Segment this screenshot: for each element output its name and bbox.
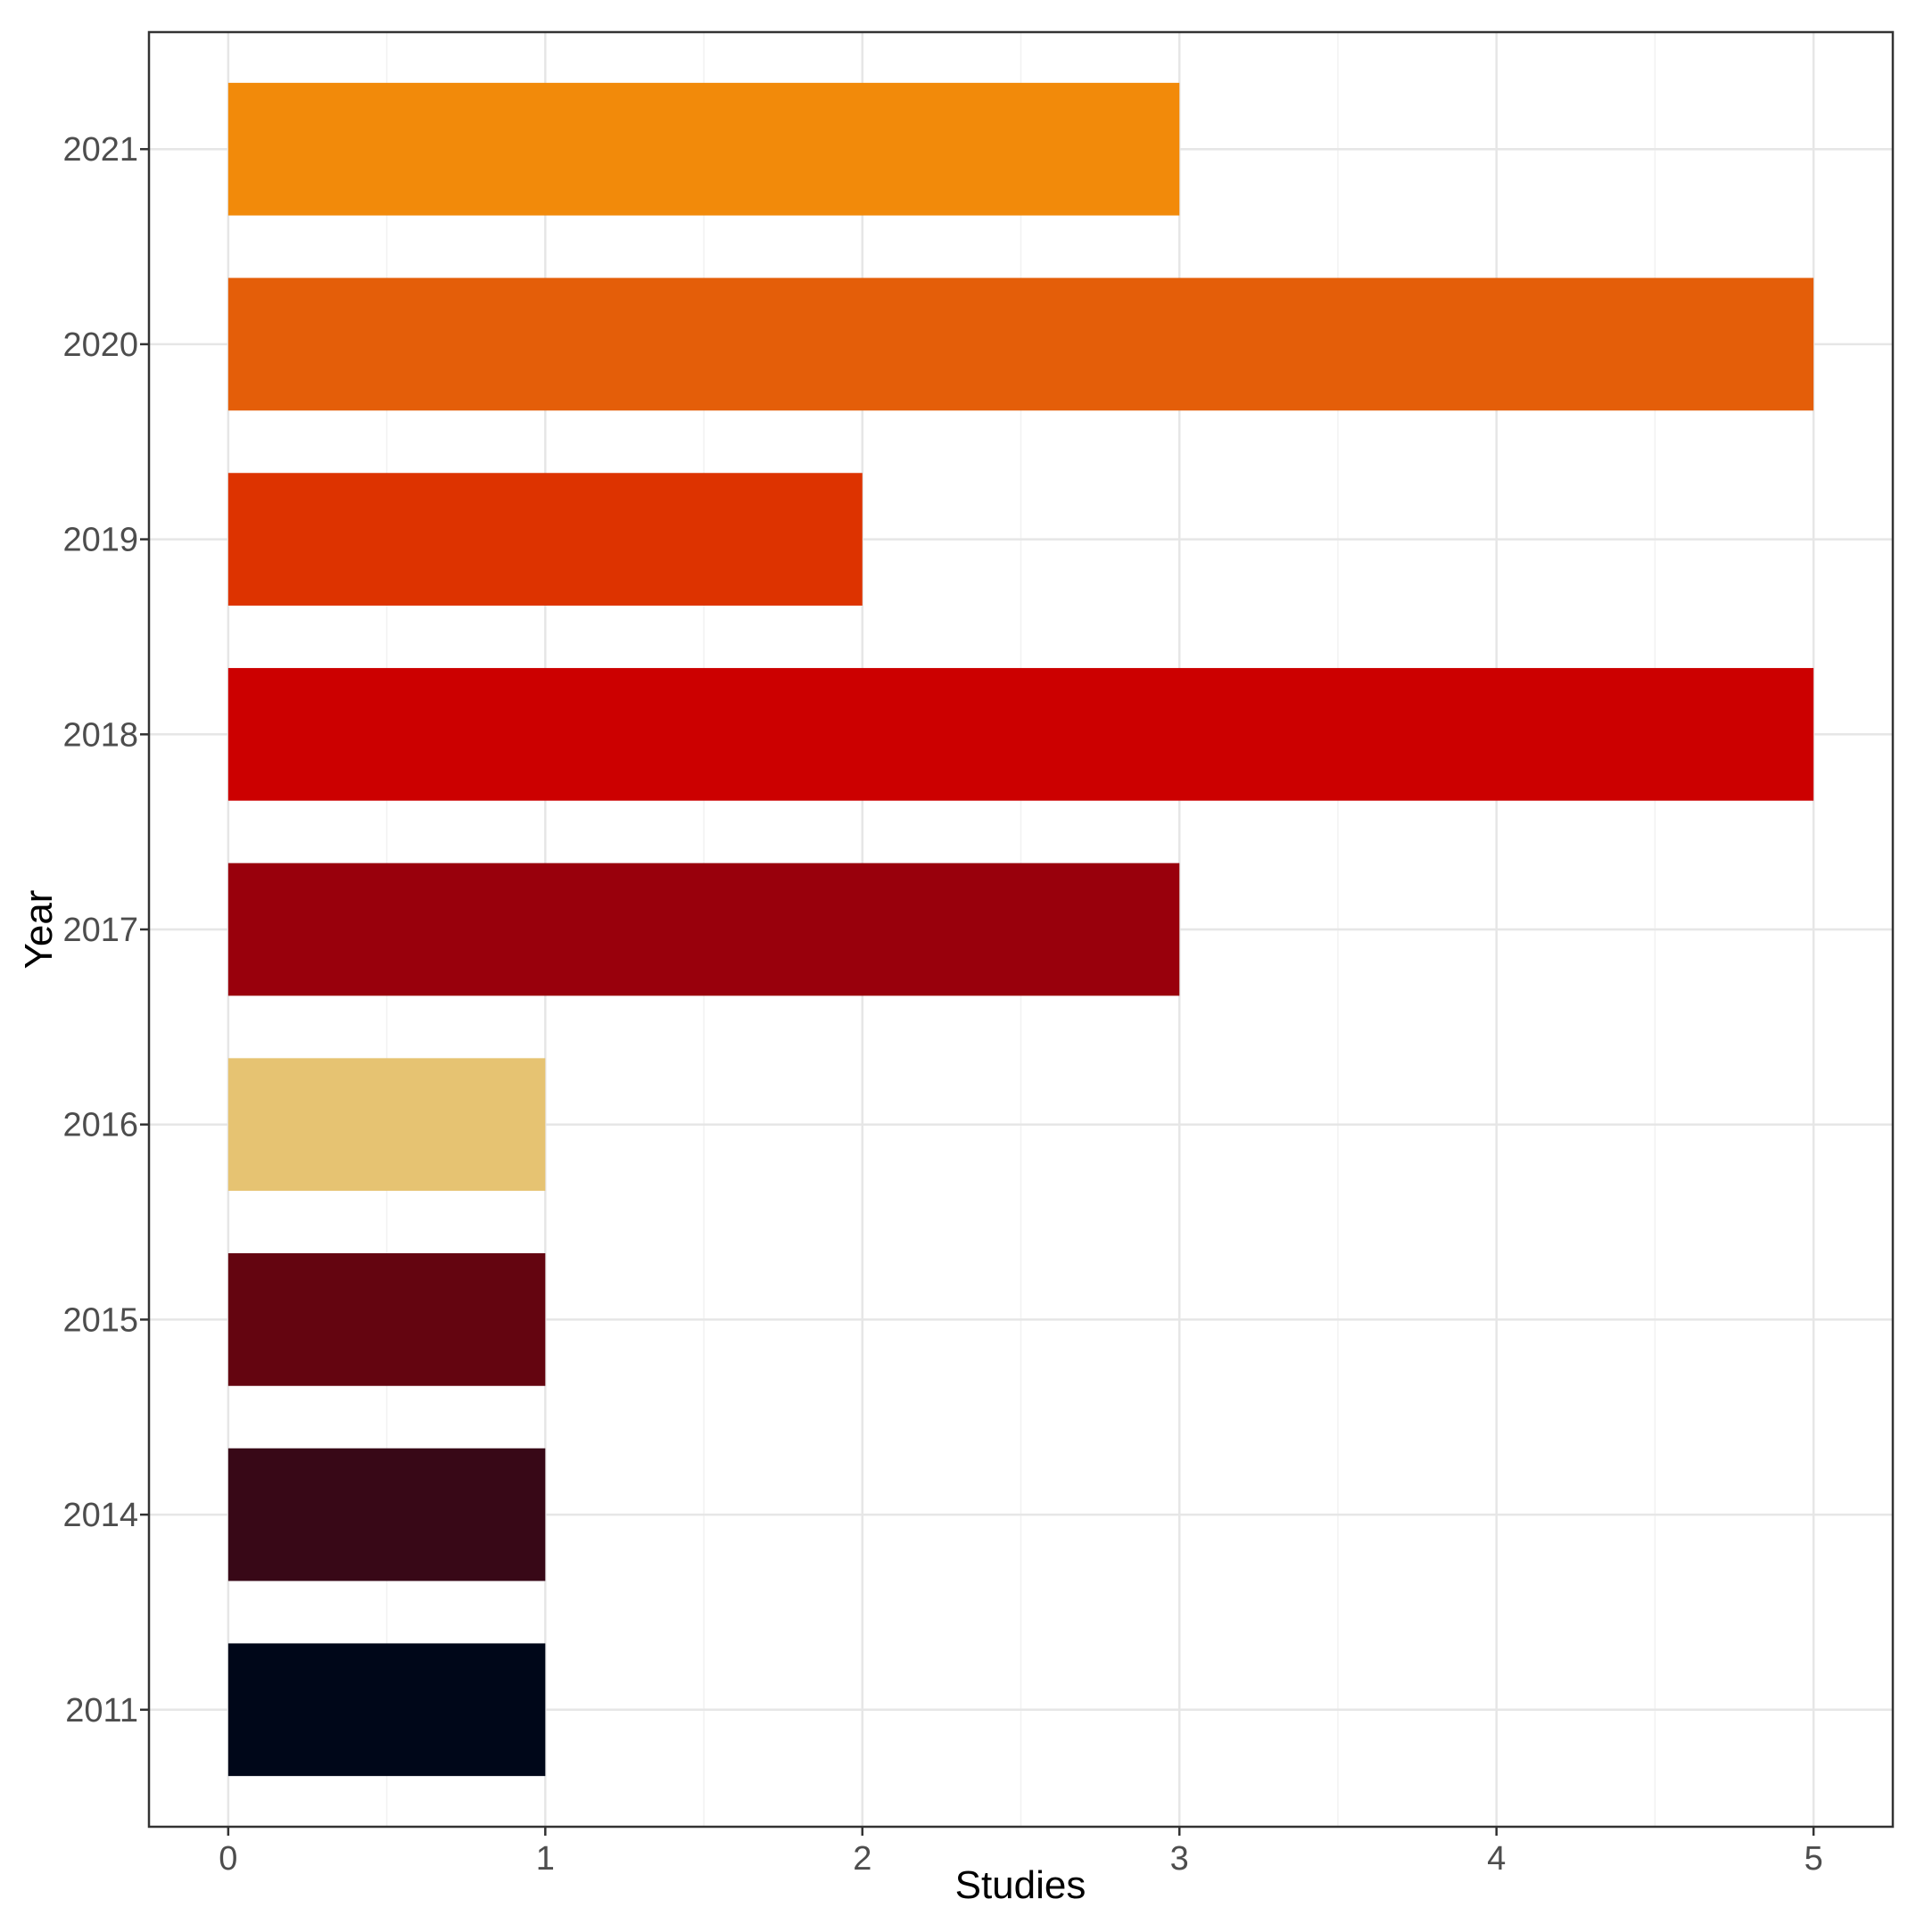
y-axis-ticks: 2011 2014 2015 2016 2017 2018 2019 2020 2021: [62, 131, 149, 1730]
y-axis-title: Year: [17, 890, 61, 970]
y-tick-label: 2014: [62, 1497, 138, 1534]
x-tick-label: 5: [1805, 1840, 1823, 1878]
bar-2016: [227, 1058, 546, 1192]
y-tick-label: 2019: [62, 522, 138, 559]
x-tick-label: 0: [219, 1840, 237, 1878]
x-tick-label: 2: [853, 1840, 871, 1878]
bar-2018: [227, 667, 1814, 801]
y-tick-label: 2018: [62, 716, 138, 754]
x-tick-label: 1: [536, 1840, 555, 1878]
x-tick-label: 4: [1487, 1840, 1506, 1878]
bar-2014: [227, 1448, 546, 1581]
bars: [227, 82, 1814, 1777]
y-tick-label: 2017: [62, 912, 138, 949]
bar-2015: [227, 1253, 546, 1386]
y-tick-label: 2016: [62, 1107, 138, 1144]
x-tick-label: 3: [1170, 1840, 1189, 1878]
x-axis-title: Studies: [955, 1863, 1086, 1907]
y-tick-label: 2020: [62, 326, 138, 364]
y-tick-label: 2015: [62, 1301, 138, 1339]
bar-2021: [227, 82, 1180, 216]
bar-2017: [227, 863, 1180, 996]
bar-2020: [227, 277, 1814, 411]
y-tick-label: 2011: [65, 1692, 138, 1730]
bar-2011: [227, 1643, 546, 1777]
y-tick-label: 2021: [62, 131, 138, 169]
bar-2019: [227, 473, 863, 606]
x-axis-ticks: 0 1 2 3 4 5: [219, 1827, 1823, 1878]
